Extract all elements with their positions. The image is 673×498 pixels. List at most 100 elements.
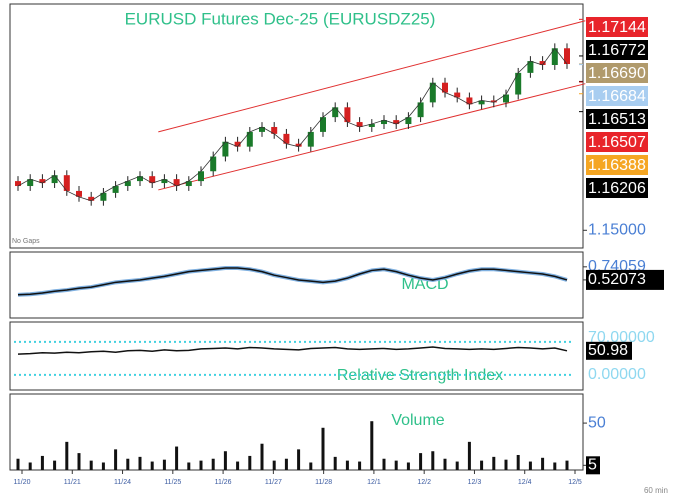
volume-title: Volume: [391, 412, 444, 429]
price-panel: [9, 3, 584, 249]
volume-bar: [126, 458, 130, 470]
candle-body: [222, 141, 229, 157]
price-label-box: [586, 17, 648, 37]
volume-bar: [175, 446, 179, 470]
candle-body: [51, 175, 58, 184]
volume-bar: [114, 449, 118, 470]
volume-bar: [187, 462, 191, 470]
volume-bar: [236, 461, 240, 470]
candle-body: [149, 176, 156, 184]
macd-tick-label: 0.52073: [588, 271, 646, 288]
x-tick-label: 11/27: [265, 479, 282, 486]
close-line: [17, 47, 568, 202]
channel-line: [158, 83, 586, 191]
volume-bar: [284, 458, 288, 470]
volume-bar: [77, 453, 81, 470]
volume-bar: [321, 427, 325, 470]
rsi-line: [17, 346, 568, 355]
volume-bar: [162, 459, 166, 470]
y-tick-label: 1.15000: [588, 222, 646, 239]
volume-bar: [199, 460, 203, 470]
volume-bar: [358, 461, 362, 470]
candle-body: [259, 126, 265, 132]
candle-body: [429, 82, 436, 103]
candle-body: [185, 181, 192, 187]
candle-body: [527, 61, 534, 73]
candle-body: [307, 131, 314, 147]
volume-bar: [370, 421, 374, 470]
volume-bar: [443, 458, 447, 470]
candle-body: [295, 143, 302, 147]
candle-body: [283, 133, 290, 144]
volume-bar: [297, 449, 301, 470]
candle-body: [234, 141, 241, 147]
price-label: 1.17144: [588, 19, 646, 36]
volume-bar: [16, 458, 20, 470]
candle-body: [551, 48, 558, 65]
candle-body: [124, 181, 131, 187]
volume-bar: [467, 441, 471, 470]
candle-body: [161, 179, 168, 184]
volume-bar: [28, 462, 32, 470]
volume-bar: [345, 460, 349, 470]
candle-body: [393, 120, 400, 125]
volume-bar: [504, 459, 508, 470]
price-label-box: [586, 155, 648, 175]
volume-bar: [553, 462, 557, 470]
volume-bar: [394, 460, 398, 470]
candle-body: [466, 97, 473, 105]
candle-body: [112, 186, 119, 193]
price-label-box: [586, 63, 648, 83]
volume-bar: [565, 460, 569, 470]
chart-title: EURUSD Futures Dec-25 (EURUSDZ25): [125, 9, 436, 28]
x-tick-label: 12/2: [417, 479, 431, 486]
x-tick-label: 11/24: [114, 479, 131, 486]
volume-bar: [431, 451, 435, 470]
volume-bar: [53, 460, 57, 470]
candle-body: [405, 117, 412, 125]
price-label: 1.16684: [588, 88, 646, 105]
rsi-panel: [9, 321, 584, 391]
candle-body: [503, 94, 509, 103]
candle-body: [76, 190, 82, 197]
rsi-label-box: [586, 341, 632, 360]
volume-bar: [309, 462, 313, 470]
candle-body: [478, 100, 485, 105]
volume-bar: [516, 454, 520, 470]
macd-line-core: [17, 267, 568, 296]
x-tick-label: 11/25: [164, 479, 181, 486]
price-label: 1.16206: [588, 180, 646, 197]
channel-line: [158, 20, 586, 133]
volume-bar: [333, 456, 337, 470]
rsi-tick-label: 70.00000: [588, 329, 655, 346]
candle-body: [564, 48, 570, 65]
candle-body: [356, 122, 363, 127]
candle-body: [417, 102, 424, 118]
candle-body: [246, 131, 253, 147]
volume-bar: [382, 458, 386, 470]
volume-bar: [211, 458, 215, 470]
volume-tick-label: 5: [588, 457, 597, 474]
candle-body: [100, 192, 107, 201]
volume-label-box: [586, 456, 600, 475]
volume-bar: [260, 443, 264, 470]
volume-bar: [65, 441, 69, 470]
macd-label-box: [586, 269, 664, 290]
volume-bar: [89, 460, 93, 470]
rsi-tick-label: 0.00000: [588, 366, 646, 383]
candle-body: [332, 107, 339, 118]
candle-body: [442, 82, 448, 93]
volume-bar: [150, 461, 154, 470]
price-label-box: [586, 86, 648, 106]
volume-bar: [272, 460, 276, 470]
rsi-last: 50.98: [588, 342, 628, 359]
volume-bar: [480, 460, 484, 470]
price-label: 1.16772: [588, 42, 646, 59]
volume-bar: [528, 461, 532, 470]
price-label-box: [586, 109, 648, 129]
candle-body: [198, 171, 204, 182]
price-label: 1.16513: [588, 111, 646, 128]
volume-panel: [9, 393, 584, 471]
candle-body: [454, 92, 461, 98]
